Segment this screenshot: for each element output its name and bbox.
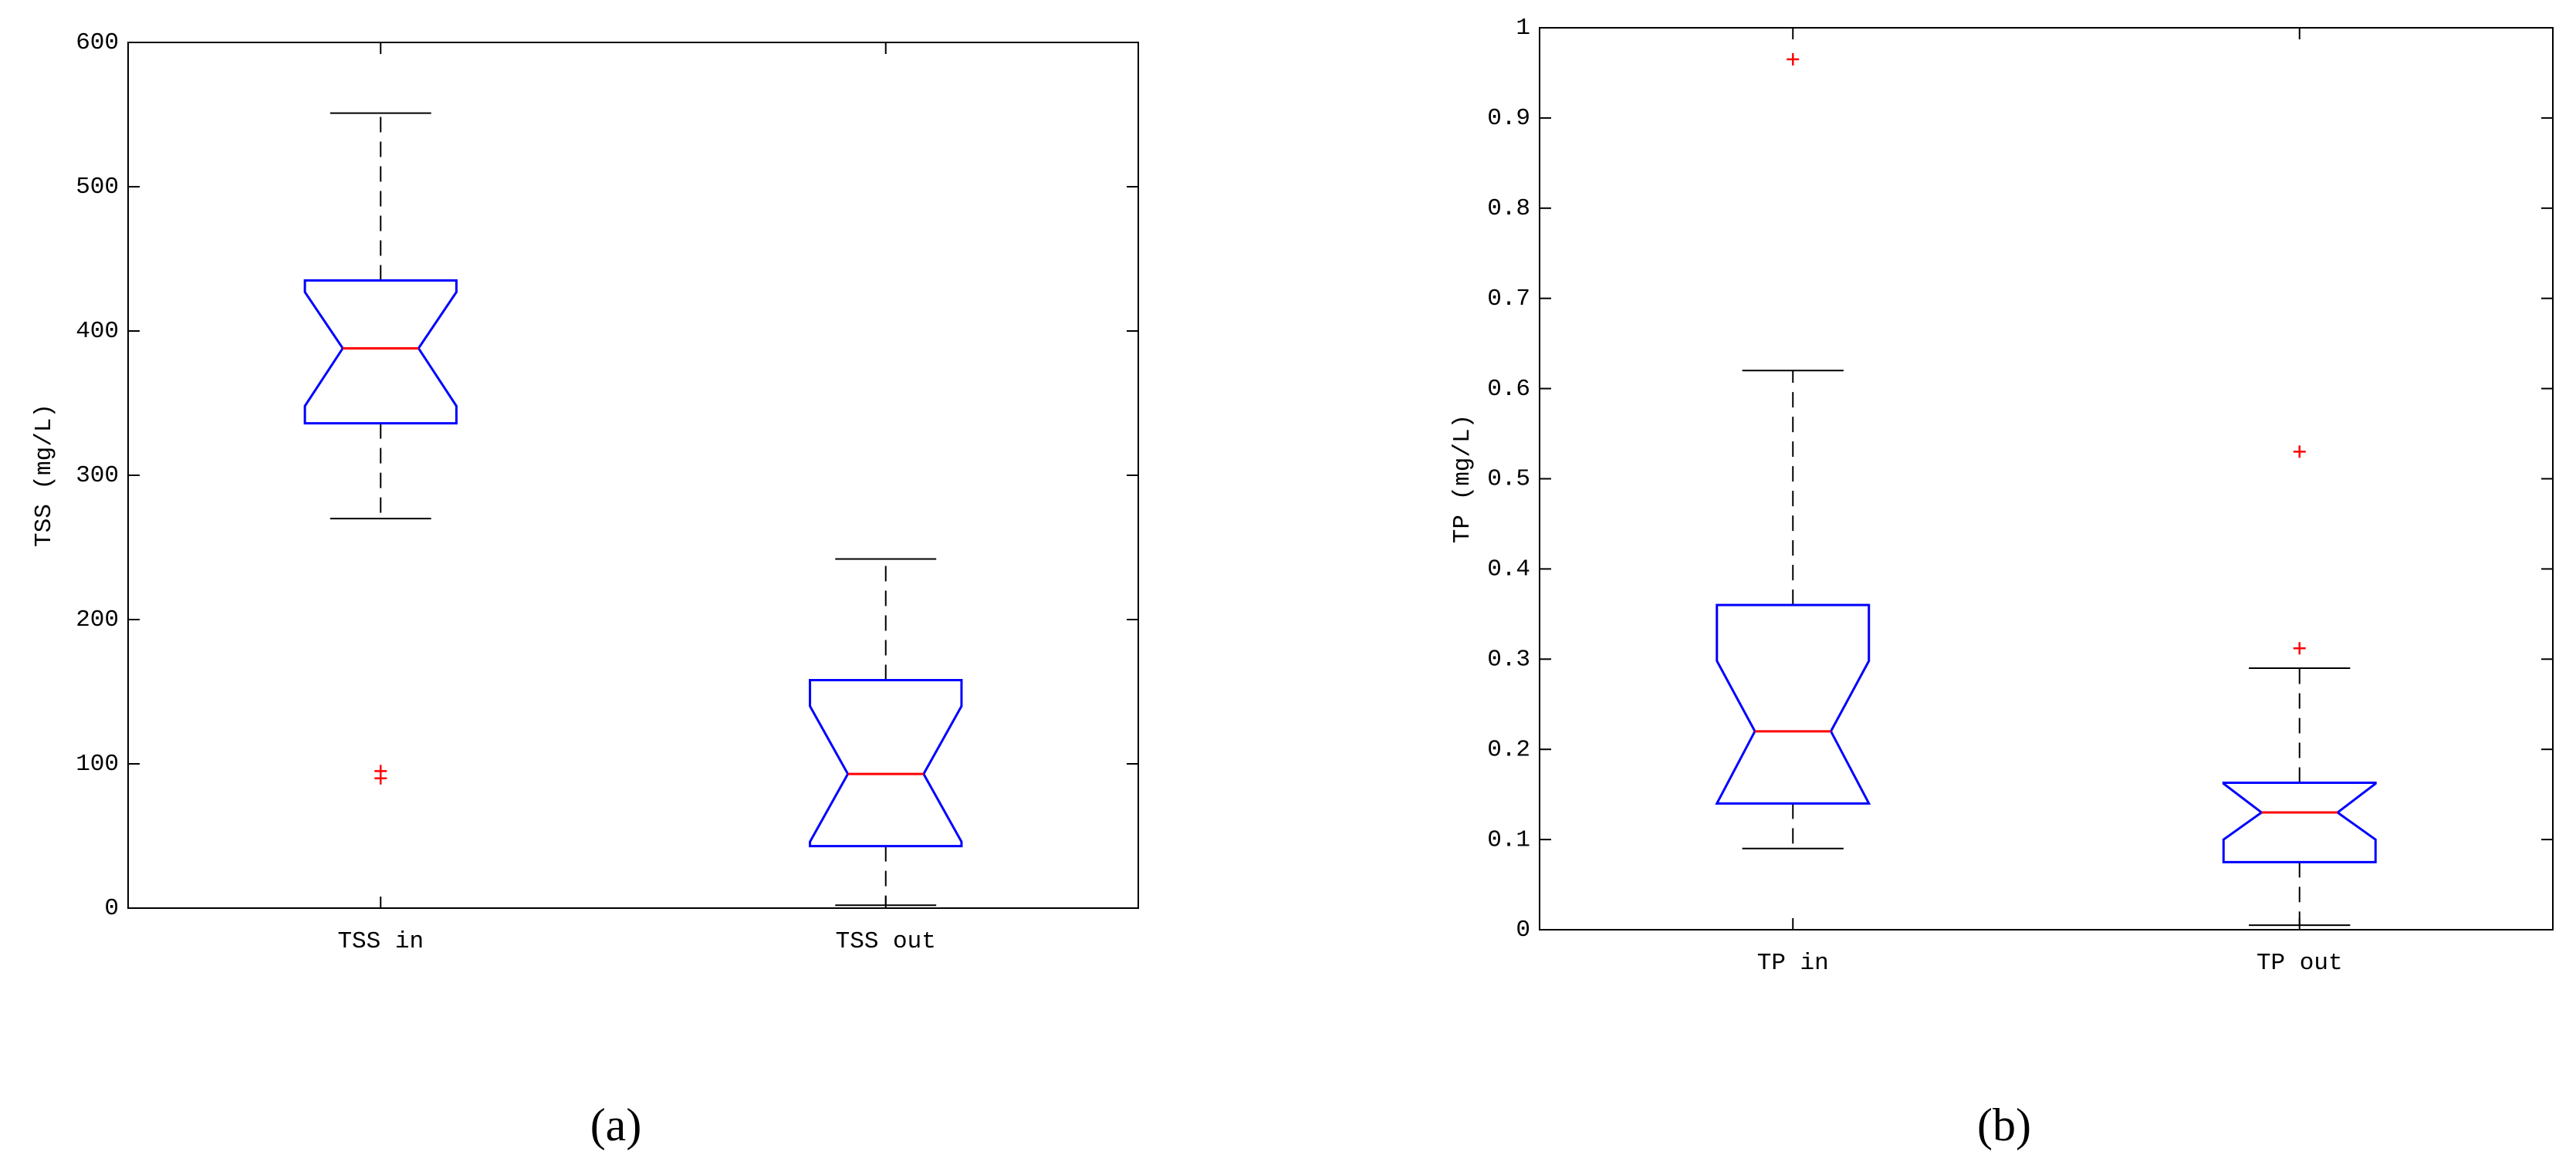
y-tick-label: 200 [76, 606, 119, 633]
y-tick-label: 0.8 [1487, 195, 1530, 222]
y-tick-label: 300 [76, 462, 119, 489]
y-tick-label: 0.9 [1487, 105, 1530, 132]
y-tick-label: 0.4 [1487, 556, 1530, 583]
y-tick-label: 0.6 [1487, 376, 1530, 403]
y-tick-label: 500 [76, 174, 119, 201]
plot-frame [1539, 27, 2554, 931]
y-tick-label: 0.3 [1487, 646, 1530, 673]
box-chart: 0 0.1 0.2 0.3 0.4 0.5 0.6 0.7 0.8 0.9 1 TP (mg/L) (b… [1449, 15, 2554, 1150]
outlier [2293, 642, 2306, 655]
box [303, 279, 458, 425]
y-tick-label: 600 [76, 29, 119, 56]
y-tick-label: 0 [1516, 917, 1530, 944]
box [2222, 781, 2377, 863]
x-tick-label: TP in [1757, 950, 1829, 977]
y-tick-label: 400 [76, 318, 119, 345]
x-tick-label: TSS out [836, 928, 936, 955]
panel-label: (b) [1977, 1099, 2031, 1150]
outlier [2293, 445, 2306, 458]
outlier [1787, 52, 1800, 66]
x-tick-label: TP out [2257, 950, 2343, 977]
outlier [374, 772, 387, 785]
panel-label: (a) [590, 1099, 642, 1150]
box [809, 679, 963, 848]
plot-frame [127, 42, 1139, 909]
y-axis-title: TP (mg/L) [1449, 414, 1476, 543]
box [1715, 603, 1871, 805]
box-chart: 0 100 200 300 400 500 600 TSS (mg/L) (a) TSS in TS… [31, 29, 1139, 1150]
y-tick-label: 0.5 [1487, 466, 1530, 493]
y-tick-label: 0 [104, 895, 119, 922]
y-tick-label: 100 [76, 751, 119, 778]
y-tick-label: 0.2 [1487, 736, 1530, 763]
y-axis-title: TSS (mg/L) [31, 404, 58, 547]
x-tick-label: TSS in [337, 928, 424, 955]
y-tick-label: 0.7 [1487, 285, 1530, 312]
y-tick-label: 1 [1516, 15, 1530, 42]
y-tick-label: 0.1 [1487, 826, 1530, 853]
